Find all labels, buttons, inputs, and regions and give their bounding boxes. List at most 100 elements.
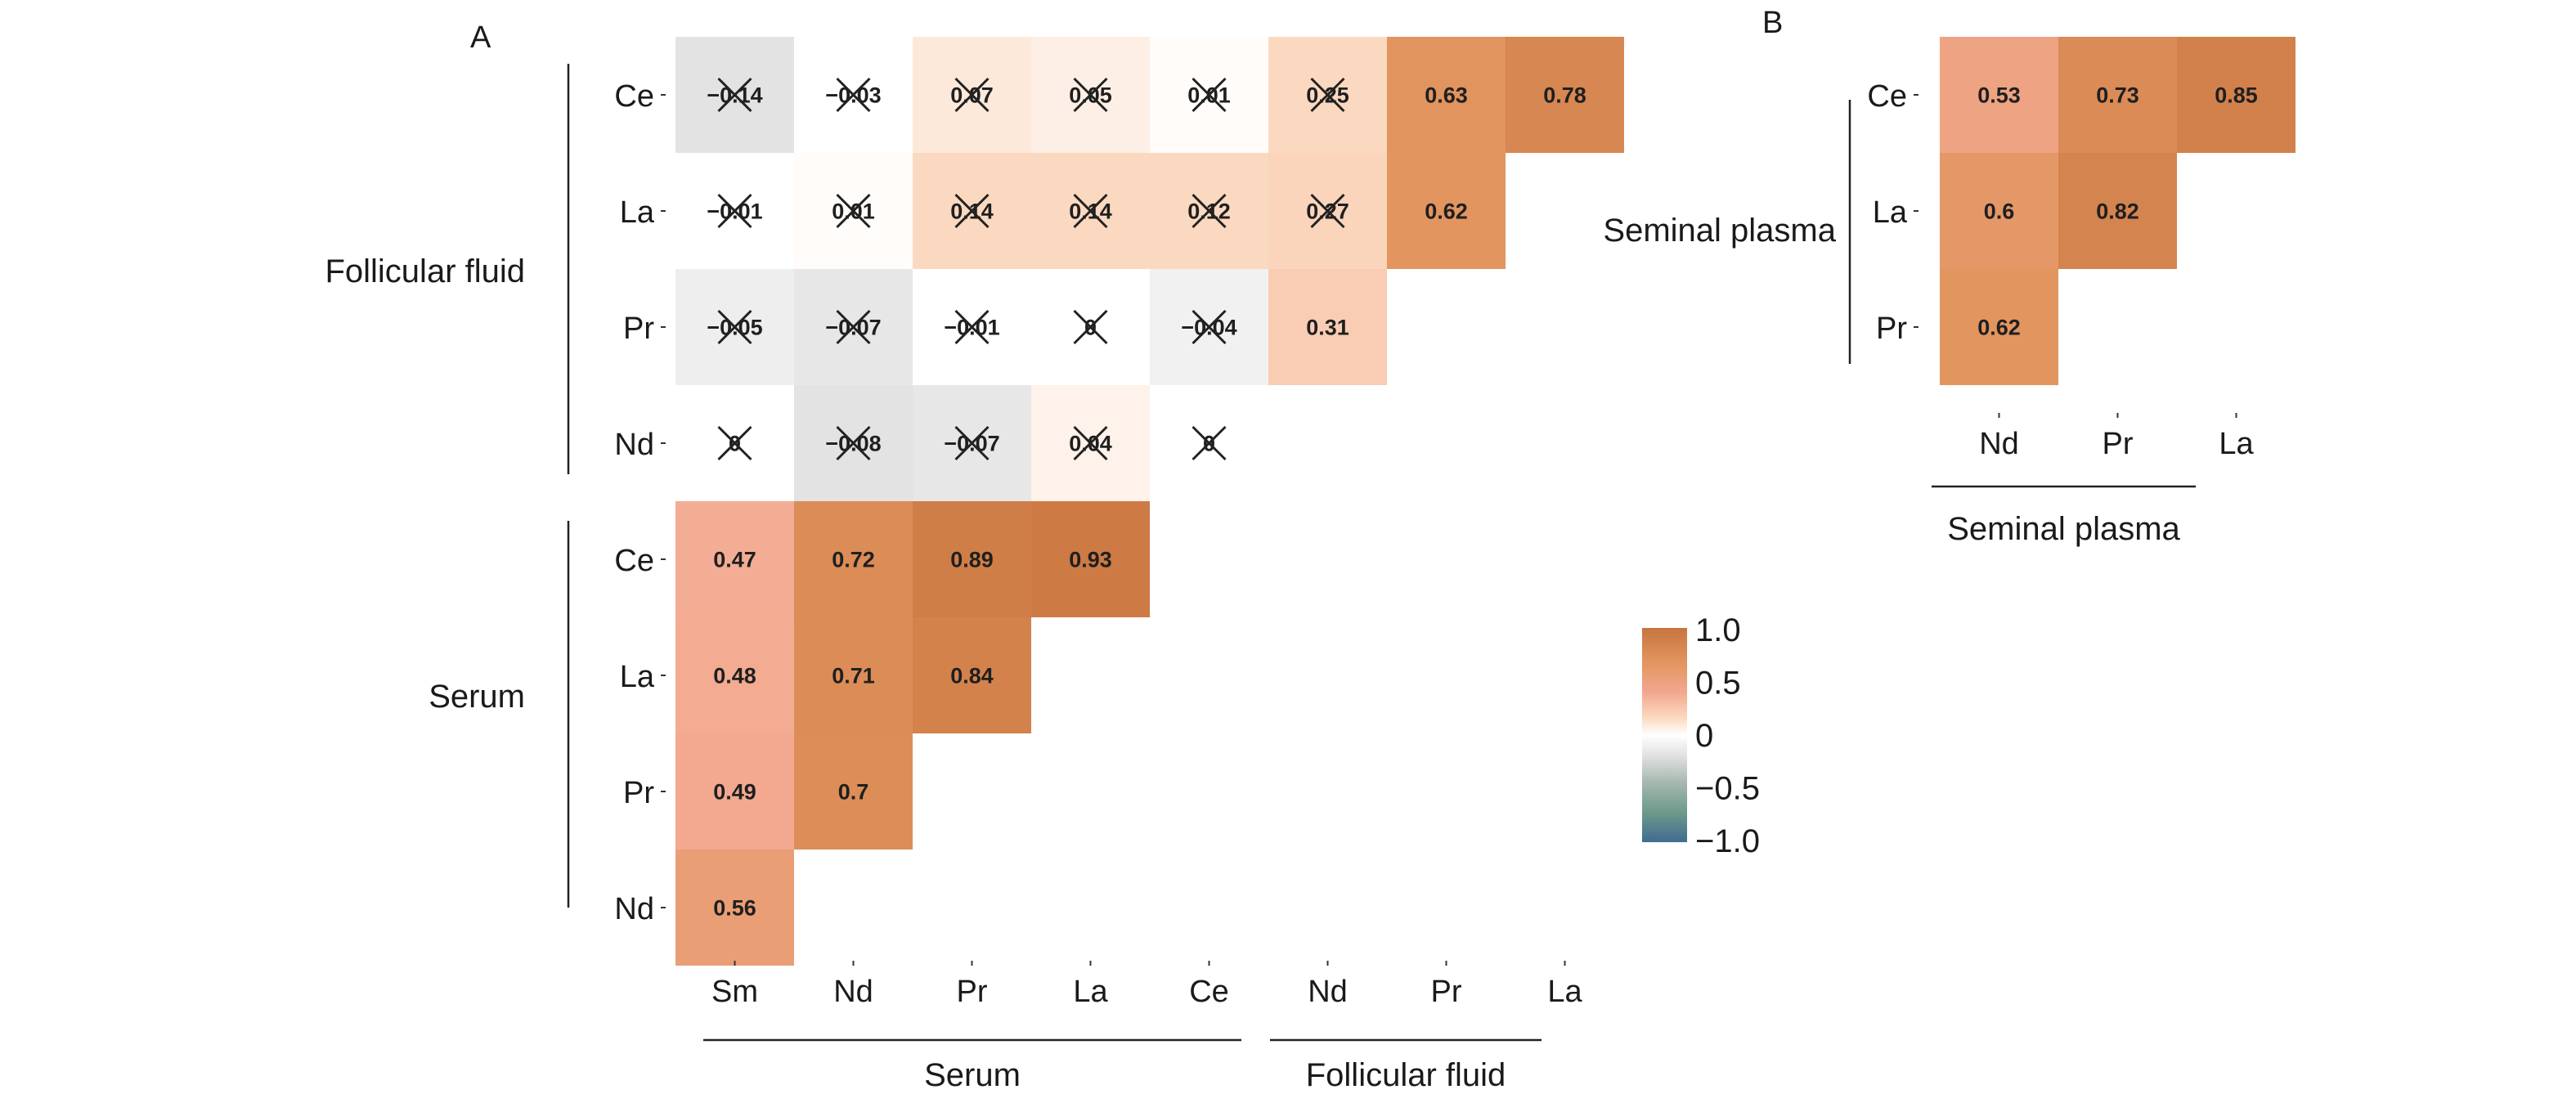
x-tick-label: La xyxy=(1073,975,1108,1009)
non-significant-cross-mark xyxy=(717,425,752,461)
non-significant-cross-mark xyxy=(1310,193,1345,229)
cell-value-label: 0.82 xyxy=(2096,200,2139,224)
cell-value-label: 0.85 xyxy=(2215,83,2258,108)
non-significant-cross-mark xyxy=(954,425,990,461)
heatmap-cell xyxy=(2058,153,2177,269)
non-significant-cross-mark xyxy=(1192,425,1227,461)
x-tick-label: Pr xyxy=(957,975,988,1009)
heatmap-cell xyxy=(2177,37,2296,153)
non-significant-cross-mark xyxy=(1073,309,1108,345)
heatmap-cell xyxy=(794,617,913,733)
non-significant-cross-mark xyxy=(1073,77,1108,113)
heatmap-cell xyxy=(794,501,913,617)
y-tick-label: La xyxy=(620,660,655,694)
non-significant-cross-mark xyxy=(1192,193,1227,229)
cell-value-label: 0.71 xyxy=(832,664,875,688)
cell-value-label: 0.93 xyxy=(1069,548,1112,572)
non-significant-cross-mark xyxy=(1073,425,1108,461)
heatmap-cell xyxy=(913,501,1031,617)
heatmap-cell xyxy=(1268,269,1387,385)
y-tick-label: La xyxy=(1873,195,1908,230)
y-tick-label: Nd xyxy=(614,428,654,462)
non-significant-cross-mark xyxy=(954,77,990,113)
heatmap-cell xyxy=(1940,153,2058,269)
panel-b: B 0.53 0.73 0.85 0.6 0.82 0.62 Ce La Pr Nd Pr La Se… xyxy=(1603,6,2296,547)
colorbar-tick-label: 0.5 xyxy=(1695,666,1741,702)
non-significant-cross-mark xyxy=(836,77,871,113)
non-significant-cross-mark xyxy=(1073,193,1108,229)
x-tick-label: La xyxy=(1547,975,1582,1009)
x-tick-label: Ce xyxy=(1189,975,1229,1009)
cell-value-label: 0.84 xyxy=(950,664,994,688)
y-tick-label: Ce xyxy=(1867,79,1907,114)
x-tick-label: Pr xyxy=(1431,975,1462,1009)
non-significant-cross-mark xyxy=(717,193,752,229)
non-significant-cross-mark xyxy=(1310,77,1345,113)
y-group-label: Follicular fluid xyxy=(325,253,525,289)
cell-value-label: 0.7 xyxy=(838,780,869,805)
cell-value-label: 0.62 xyxy=(1977,316,2021,340)
colorbar-tick-label: −1.0 xyxy=(1695,823,1760,859)
heatmap-cell xyxy=(1940,37,2058,153)
colorbar: 1.0 0.5 0 −0.5 −1.0 xyxy=(1642,612,1760,859)
colorbar-gradient xyxy=(1642,628,1687,842)
cell-value-label: 0.31 xyxy=(1306,316,1349,340)
cell-value-label: 0.49 xyxy=(713,780,756,805)
heatmap-cell xyxy=(1940,269,2058,385)
cell-value-label: 0.47 xyxy=(713,548,756,572)
panel-a-label: A xyxy=(470,20,491,55)
cell-value-label: 0.89 xyxy=(950,548,994,572)
cell-value-label: 0.53 xyxy=(1977,83,2021,108)
cell-value-label: 0.72 xyxy=(832,548,875,572)
y-tick-label: Ce xyxy=(614,544,654,578)
y-tick-label: Pr xyxy=(623,312,654,346)
x-group-label: Seminal plasma xyxy=(1947,511,2180,547)
heatmap-cell xyxy=(675,850,794,966)
non-significant-cross-mark xyxy=(717,309,752,345)
non-significant-cross-mark xyxy=(1192,77,1227,113)
panel-b-label: B xyxy=(1762,6,1783,40)
heatmap-cell xyxy=(913,617,1031,733)
cell-value-label: 0.56 xyxy=(713,896,756,921)
x-tick-label: La xyxy=(2219,427,2254,461)
y-group-label: Serum xyxy=(429,679,525,715)
heatmap-cell xyxy=(2058,37,2177,153)
cell-value-label: 0.62 xyxy=(1425,200,1468,224)
heatmap-cell xyxy=(1387,153,1506,269)
panel-b-cells: 0.53 0.73 0.85 0.6 0.82 0.62 xyxy=(1940,37,2296,385)
cell-value-label: 0.63 xyxy=(1425,83,1468,108)
heatmap-cell xyxy=(675,501,794,617)
x-tick-label: Nd xyxy=(1979,427,2019,461)
non-significant-cross-mark xyxy=(954,193,990,229)
x-tick-label: Pr xyxy=(2103,427,2134,461)
colorbar-tick-label: −0.5 xyxy=(1695,771,1760,807)
heatmap-cell xyxy=(1031,501,1150,617)
heatmap-cell xyxy=(675,617,794,733)
heatmap-cell xyxy=(1387,37,1506,153)
colorbar-tick-label: 1.0 xyxy=(1695,612,1741,648)
non-significant-cross-mark xyxy=(836,193,871,229)
y-tick-label: Nd xyxy=(614,892,654,926)
panel-a: A −0.14−0.030.070.050.010.250.630.78−0.0… xyxy=(325,20,1624,1093)
x-tick-label: Nd xyxy=(1308,975,1348,1009)
cell-value-label: 0.48 xyxy=(713,664,756,688)
x-group-label: Serum xyxy=(924,1057,1021,1093)
non-significant-cross-mark xyxy=(1192,309,1227,345)
x-group-label: Follicular fluid xyxy=(1306,1057,1506,1093)
x-tick-label: Nd xyxy=(833,975,873,1009)
x-tick-label: Sm xyxy=(711,975,758,1009)
y-group-label: Seminal plasma xyxy=(1603,213,1836,249)
heatmap-cell xyxy=(1506,37,1624,153)
y-tick-label: La xyxy=(620,195,655,230)
panel-a-axes: Ce La Pr Nd Ce La Pr Nd Sm Nd Pr La Ce Nd Pr La Serum Fol… xyxy=(325,64,1582,1093)
cell-value-label: 0.73 xyxy=(2096,83,2139,108)
y-tick-label: Pr xyxy=(623,776,654,810)
y-tick-label: Ce xyxy=(614,79,654,114)
cell-value-label: 0.78 xyxy=(1543,83,1586,108)
panel-a-cells: −0.14−0.030.070.050.010.250.630.78−0.010… xyxy=(675,37,1624,966)
cell-value-label: 0.6 xyxy=(1984,200,2015,224)
non-significant-cross-mark xyxy=(836,309,871,345)
y-tick-label: Pr xyxy=(1876,312,1907,346)
colorbar-tick-label: 0 xyxy=(1695,718,1713,754)
